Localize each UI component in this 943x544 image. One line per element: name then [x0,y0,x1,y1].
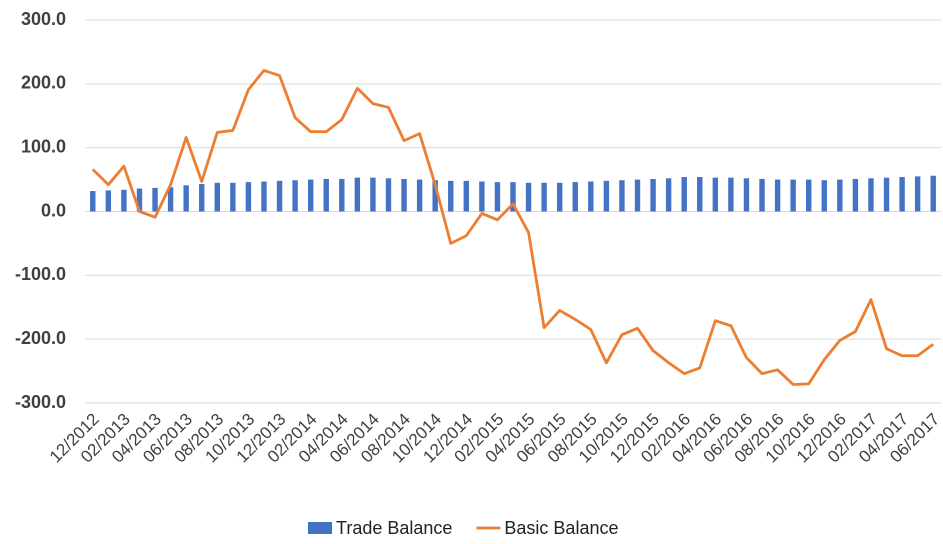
bar [214,182,220,212]
bar [152,187,158,212]
bar [167,187,174,212]
bar [728,177,734,212]
bar [370,177,376,212]
bar [650,178,656,212]
bar [914,176,921,212]
y-tick-label: 300.0 [21,9,66,29]
bar [292,180,298,212]
bar [525,182,532,212]
bar [556,182,563,212]
legend-label: Basic Balance [504,518,618,538]
bar [385,178,392,212]
bar [448,180,454,212]
bar [494,182,501,212]
bar [588,181,594,212]
line [91,69,935,386]
bar [339,178,345,212]
bar [354,177,361,212]
bar [774,179,781,212]
bar [759,178,765,212]
bar [619,180,625,212]
bar [852,178,859,212]
y-tick-label: 0.0 [41,200,66,220]
bar [90,191,96,212]
bar [930,175,936,212]
bar [479,181,485,212]
bar [136,188,143,212]
bar [245,182,252,212]
bar [463,180,470,212]
bar [681,177,687,212]
bar [837,179,843,212]
bar [401,178,407,212]
bar [712,177,719,212]
bar [743,178,750,212]
bar [307,179,314,212]
bar [883,177,890,212]
bar [868,178,874,212]
bar [603,180,610,212]
bar [899,177,905,212]
bar [261,181,267,212]
bar [510,182,516,212]
y-tick-label: 100.0 [21,136,66,156]
y-tick-label: -200.0 [15,328,66,348]
bar [121,189,127,212]
bar [821,180,827,212]
bar [634,179,641,212]
bar [276,180,283,212]
y-tick-label: 200.0 [21,73,66,93]
bar [105,190,112,212]
bar [416,179,423,212]
bar [432,180,438,212]
legend-label: Trade Balance [336,518,452,538]
bar [183,185,189,212]
bar [572,182,578,212]
bar [790,179,796,212]
bar [199,184,205,212]
bar [665,178,672,212]
bar [697,177,703,212]
y-tick-label: -100.0 [15,264,66,284]
legend-swatch [308,522,332,534]
bar [323,178,329,212]
bar [230,182,236,212]
y-tick-label: -300.0 [15,392,66,412]
bar [541,182,547,212]
bar [806,179,812,212]
